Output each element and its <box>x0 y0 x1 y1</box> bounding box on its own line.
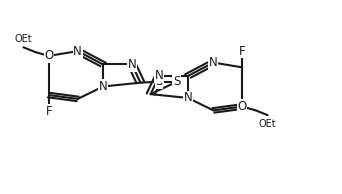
Text: N: N <box>99 80 107 93</box>
Text: F: F <box>239 45 246 58</box>
Text: OEt: OEt <box>259 119 276 129</box>
Text: F: F <box>45 105 52 118</box>
Text: N: N <box>209 56 218 69</box>
Text: O: O <box>44 49 53 62</box>
Text: N: N <box>184 91 192 104</box>
Text: O: O <box>238 100 247 113</box>
Text: N: N <box>128 58 136 71</box>
Text: N: N <box>155 69 163 82</box>
Text: S: S <box>156 75 163 88</box>
Text: S: S <box>173 75 181 88</box>
Text: OEt: OEt <box>15 34 32 44</box>
Text: N: N <box>73 45 82 58</box>
